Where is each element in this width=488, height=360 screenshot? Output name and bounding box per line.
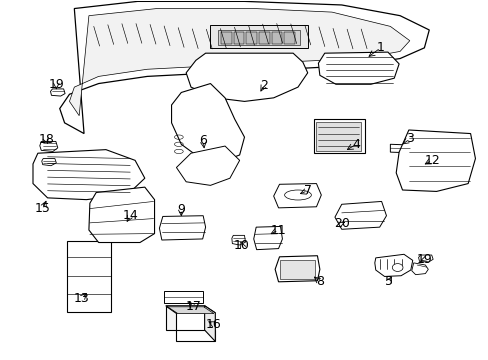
Bar [210,24,307,48]
Polygon shape [67,241,111,312]
Polygon shape [253,226,282,249]
Text: 16: 16 [205,318,221,331]
Bar [313,119,364,153]
Polygon shape [389,144,410,153]
Polygon shape [411,263,427,275]
Text: 15: 15 [35,202,51,215]
Polygon shape [159,216,205,240]
Polygon shape [273,184,321,208]
Bar [280,260,315,279]
Text: 7: 7 [303,184,311,197]
Polygon shape [40,141,58,152]
Text: 5: 5 [384,275,392,288]
Polygon shape [374,254,412,276]
Text: 3: 3 [405,132,413,145]
Text: 11: 11 [270,224,286,237]
Polygon shape [50,89,65,96]
Polygon shape [171,84,244,162]
Text: 8: 8 [315,275,323,288]
Polygon shape [204,306,215,342]
Polygon shape [69,9,409,116]
Polygon shape [334,202,386,229]
Text: 6: 6 [199,134,207,147]
Text: 10: 10 [234,239,249,252]
Polygon shape [395,130,474,192]
Polygon shape [176,146,239,185]
Polygon shape [41,158,56,166]
Polygon shape [60,1,428,134]
Bar [217,30,300,45]
Text: 18: 18 [38,133,54,146]
Polygon shape [165,306,215,313]
Bar [271,32,282,44]
Polygon shape [167,307,213,314]
Bar [233,32,244,44]
Polygon shape [176,330,215,342]
Text: 13: 13 [74,292,89,305]
Polygon shape [164,292,203,303]
Bar [259,32,269,44]
Bar [284,32,294,44]
Text: 2: 2 [260,79,267,92]
Polygon shape [231,235,245,245]
Polygon shape [275,256,319,282]
Polygon shape [318,52,398,84]
Text: 19: 19 [48,78,64,91]
Text: 9: 9 [177,203,185,216]
Text: 20: 20 [333,217,349,230]
Bar [316,122,361,151]
Bar [246,32,257,44]
Text: 1: 1 [376,41,384,54]
Polygon shape [89,187,154,243]
Bar [221,32,231,44]
Text: 17: 17 [185,300,201,313]
Polygon shape [33,150,144,200]
Text: 4: 4 [352,138,360,151]
Polygon shape [186,53,307,102]
Text: 14: 14 [122,209,138,222]
Text: 12: 12 [424,154,439,167]
Polygon shape [418,255,432,262]
Ellipse shape [391,264,402,271]
Polygon shape [165,306,176,330]
Text: 19: 19 [416,253,431,266]
